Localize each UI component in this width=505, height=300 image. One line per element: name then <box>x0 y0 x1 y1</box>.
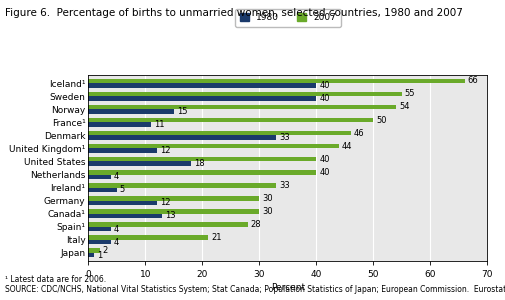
Text: 4: 4 <box>114 224 119 233</box>
Bar <box>88 235 208 239</box>
Text: 4: 4 <box>114 238 119 247</box>
Text: 40: 40 <box>319 94 330 103</box>
Text: 2: 2 <box>103 246 108 255</box>
Bar <box>88 196 260 200</box>
Bar <box>88 222 248 226</box>
Bar <box>88 226 111 232</box>
Text: 30: 30 <box>262 194 273 202</box>
Bar <box>88 175 111 179</box>
Text: 5: 5 <box>120 185 125 194</box>
Bar <box>88 79 465 83</box>
Bar <box>88 148 157 153</box>
Bar <box>88 104 396 110</box>
Bar <box>88 169 316 175</box>
Text: 40: 40 <box>319 81 330 90</box>
Bar <box>88 183 276 188</box>
Bar <box>88 239 111 244</box>
Text: 33: 33 <box>279 134 290 142</box>
Bar <box>88 143 339 148</box>
Bar <box>88 118 373 122</box>
Text: 13: 13 <box>165 212 176 220</box>
Text: 21: 21 <box>211 232 221 242</box>
Bar <box>88 214 163 218</box>
Bar <box>88 97 316 101</box>
Text: 18: 18 <box>194 160 205 169</box>
Text: 11: 11 <box>154 120 165 129</box>
Text: 46: 46 <box>354 128 364 137</box>
Bar <box>88 208 260 214</box>
Bar <box>88 188 117 193</box>
Bar <box>88 248 100 253</box>
Bar <box>88 161 191 166</box>
Text: Figure 6.  Percentage of births to unmarried women, selected countries, 1980 and: Figure 6. Percentage of births to unmarr… <box>5 8 463 17</box>
Text: 50: 50 <box>376 116 387 124</box>
Text: 66: 66 <box>468 76 478 85</box>
Text: 54: 54 <box>399 103 410 112</box>
Bar <box>88 122 151 128</box>
Bar <box>88 253 94 257</box>
Text: 28: 28 <box>251 220 262 229</box>
Text: 33: 33 <box>279 181 290 190</box>
Bar <box>88 130 350 136</box>
Bar <box>88 83 316 88</box>
Text: 12: 12 <box>160 199 170 208</box>
Text: 30: 30 <box>262 207 273 216</box>
Text: SOURCE: CDC/NCHS, National Vital Statistics System; Stat Canada; Population Stat: SOURCE: CDC/NCHS, National Vital Statist… <box>5 285 505 294</box>
Text: 40: 40 <box>319 167 330 176</box>
X-axis label: Percent: Percent <box>271 283 305 292</box>
Text: 12: 12 <box>160 146 170 155</box>
Text: 40: 40 <box>319 154 330 164</box>
Text: 4: 4 <box>114 172 119 182</box>
Text: 15: 15 <box>177 107 187 116</box>
Bar <box>88 200 157 206</box>
Text: 55: 55 <box>405 89 415 98</box>
Text: ¹ Latest data are for 2006.: ¹ Latest data are for 2006. <box>5 274 106 284</box>
Text: 44: 44 <box>342 142 352 151</box>
Bar <box>88 92 402 97</box>
Text: 1: 1 <box>97 250 102 260</box>
Bar <box>88 157 316 161</box>
Bar <box>88 136 276 140</box>
Legend: 1980, 2007: 1980, 2007 <box>235 9 340 27</box>
Bar <box>88 110 174 114</box>
